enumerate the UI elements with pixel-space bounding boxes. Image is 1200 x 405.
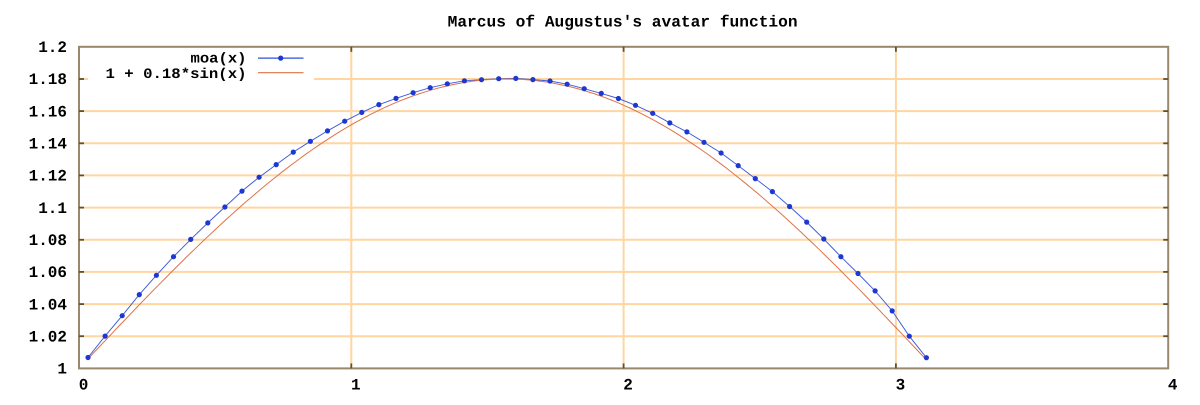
svg-text:1.16: 1.16 bbox=[29, 103, 67, 121]
svg-text:1.06: 1.06 bbox=[29, 264, 67, 282]
svg-text:1.12: 1.12 bbox=[29, 168, 67, 186]
svg-text:1.08: 1.08 bbox=[29, 232, 67, 250]
svg-text:1.02: 1.02 bbox=[29, 328, 67, 346]
svg-text:moa(x): moa(x) bbox=[191, 51, 247, 67]
svg-text:1 + 0.18*sin(x): 1 + 0.18*sin(x) bbox=[106, 66, 247, 82]
svg-text:1: 1 bbox=[351, 377, 361, 395]
svg-text:Marcus of Augustus's avatar fu: Marcus of Augustus's avatar function bbox=[448, 14, 798, 32]
svg-text:1.1: 1.1 bbox=[38, 200, 67, 218]
svg-text:0: 0 bbox=[79, 377, 89, 395]
svg-text:1.04: 1.04 bbox=[29, 296, 68, 314]
svg-text:1: 1 bbox=[57, 361, 67, 379]
svg-text:1.14: 1.14 bbox=[29, 136, 68, 154]
svg-text:3: 3 bbox=[896, 377, 906, 395]
svg-text:4: 4 bbox=[1168, 377, 1178, 395]
svg-text:1.18: 1.18 bbox=[29, 71, 67, 89]
svg-text:2: 2 bbox=[623, 377, 633, 395]
svg-text:1.2: 1.2 bbox=[38, 39, 67, 57]
